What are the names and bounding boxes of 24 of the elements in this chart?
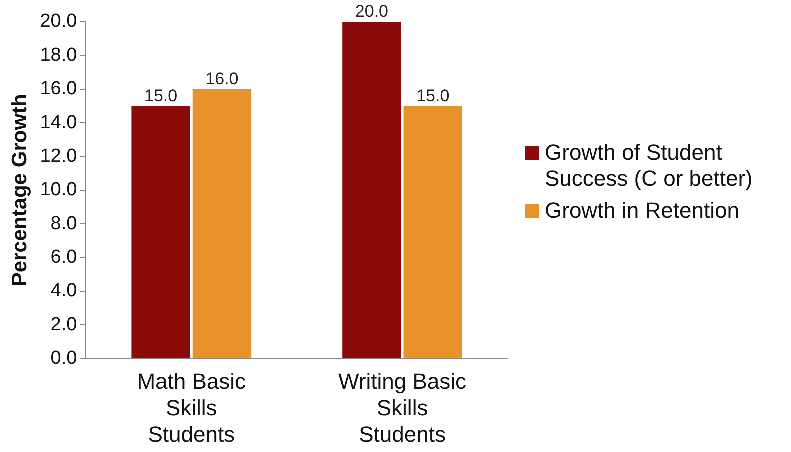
y-tick-label: 8.0	[50, 213, 78, 234]
y-tick-label: 18.0	[40, 44, 78, 66]
x-tick-label: Math Basic Skills Students	[137, 369, 246, 447]
y-tick-label: 12.0	[40, 146, 78, 167]
y-tick-label: 4.0	[50, 280, 78, 302]
bar	[132, 106, 190, 358]
data-label: 15.0	[144, 86, 178, 106]
y-tick-label: 16.0	[40, 78, 78, 100]
bar	[342, 22, 402, 358]
data-label: 20.0	[355, 2, 389, 22]
y-tick-label: 6.0	[50, 246, 78, 268]
legend-label: Growth in Retention	[545, 198, 740, 224]
y-tick-label: 20.0	[40, 11, 78, 32]
y-tick-label: 14.0	[40, 112, 78, 134]
y-tick-label: 0.0	[50, 348, 78, 370]
y-axis-title: Percentage Growth	[8, 94, 32, 287]
y-tick-label: 2.0	[50, 314, 78, 336]
x-tick-label: Writing Basic Skills Students	[338, 369, 467, 447]
bar	[404, 106, 462, 358]
bar	[192, 89, 252, 358]
y-tick-label: 10.0	[40, 180, 78, 201]
legend-label: Growth of Student Success (C or better)	[545, 140, 754, 192]
data-label: 16.0	[206, 70, 239, 89]
data-label: 15.0	[416, 86, 450, 106]
